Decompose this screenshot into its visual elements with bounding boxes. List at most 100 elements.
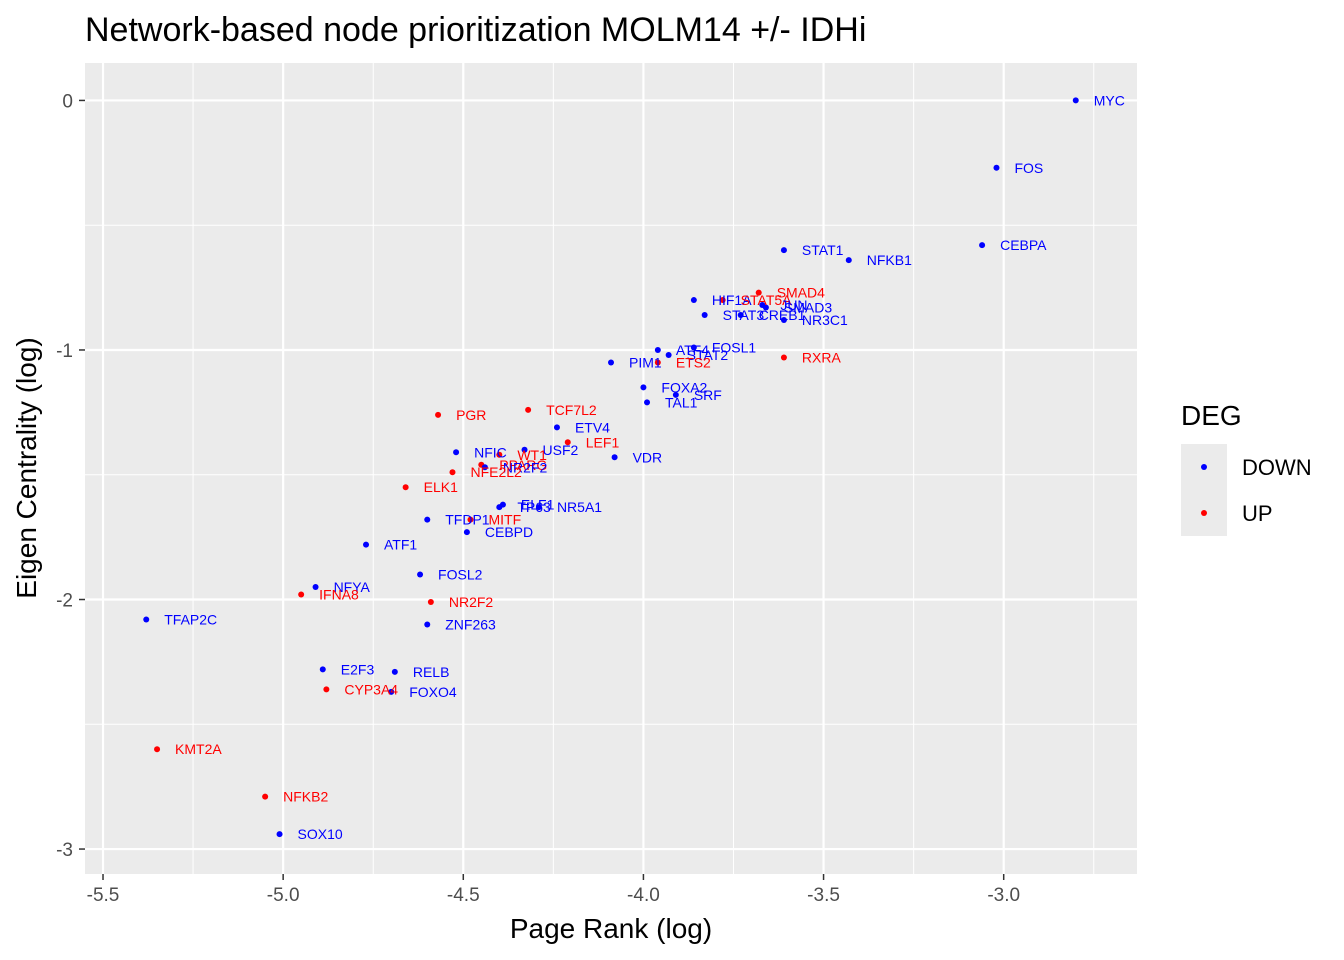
point-label: FOSL1 [712, 339, 757, 355]
point-label: MYC [1094, 92, 1125, 108]
x-tick-label: -3.5 [807, 885, 840, 906]
point-label: NFYA [334, 579, 371, 595]
point-label: TFAP2C [164, 611, 217, 627]
y-tick-label: -2 [56, 591, 73, 612]
point-label: E2F3 [341, 661, 375, 677]
data-point [979, 242, 986, 249]
point-label: NFKB1 [867, 252, 912, 268]
point-label: NR5A1 [557, 499, 602, 515]
data-point [388, 688, 395, 695]
data-point [640, 384, 647, 391]
data-point [525, 406, 532, 413]
data-point [719, 297, 726, 304]
data-point [672, 391, 679, 398]
data-point [262, 793, 269, 800]
data-point [762, 304, 769, 311]
point-label: ATF4 [676, 342, 709, 358]
x-axis: -5.5 -5.0 -4.5 -4.0 -3.5 -3.0 [87, 874, 1020, 906]
x-tick-label: -3.0 [987, 885, 1020, 906]
data-point [690, 297, 697, 304]
major-gridlines [85, 63, 1137, 874]
data-point [755, 289, 762, 296]
data-point [391, 668, 398, 675]
point-label: MITF [488, 512, 521, 528]
data-point [608, 359, 614, 366]
data-point [424, 516, 431, 523]
data-point [535, 504, 542, 511]
data-point [1072, 97, 1079, 104]
data-point [435, 411, 442, 418]
point-label: ELK1 [424, 479, 458, 495]
y-axis: 0 -1 -2 -3 [56, 91, 85, 861]
data-point [654, 346, 661, 353]
legend-swatch-up [1201, 510, 1207, 516]
x-tick-label: -4.0 [627, 885, 660, 906]
point-label: RELB [413, 664, 450, 680]
data-point [298, 591, 305, 598]
point-label: USF2 [543, 442, 579, 458]
x-axis-title: Page Rank (log) [510, 913, 712, 944]
data-point [553, 424, 560, 431]
data-point [481, 464, 488, 471]
data-point [737, 312, 744, 319]
minor-gridlines [85, 63, 1137, 874]
point-label: FOSL2 [438, 567, 483, 583]
data-points [143, 97, 1079, 838]
point-label: NR3C1 [802, 312, 848, 328]
data-point [424, 621, 431, 628]
point-label: STAT1 [802, 242, 844, 258]
legend: DEG DOWN UP [1181, 400, 1312, 536]
y-tick-label: -1 [56, 341, 73, 362]
data-point [427, 599, 434, 606]
data-point [453, 449, 460, 456]
point-label: NFKB2 [283, 789, 328, 805]
point-label: TCF7L2 [546, 402, 597, 418]
point-label: FOXA2 [661, 379, 707, 395]
plot-panel [85, 63, 1137, 874]
data-point [463, 529, 470, 536]
point-label: SOX10 [298, 826, 343, 842]
data-point [564, 439, 571, 446]
data-point [496, 451, 503, 458]
point-label: HIF1A [712, 292, 752, 308]
point-label: FOS [1014, 160, 1043, 176]
data-point [644, 399, 651, 406]
data-point [845, 257, 852, 264]
legend-label-down: DOWN [1242, 455, 1312, 480]
point-label: CREB1 [759, 307, 806, 323]
data-point [993, 164, 1000, 171]
data-point [276, 831, 283, 838]
point-label: ELF1 [521, 497, 555, 513]
data-point [521, 446, 528, 453]
point-label: STAT2 [687, 347, 729, 363]
data-point [467, 516, 474, 523]
point-label: NR2F2 [449, 594, 494, 610]
point-label: NFIC [474, 444, 507, 460]
point-label: ATF1 [384, 537, 417, 553]
data-point [780, 317, 787, 324]
data-point [319, 666, 326, 673]
data-point [690, 344, 697, 351]
data-point [780, 354, 787, 361]
x-tick-label: -5.0 [267, 885, 300, 906]
point-label: STAT3 [723, 307, 765, 323]
data-point [323, 686, 330, 693]
data-point [665, 351, 672, 358]
point-label: ETV4 [575, 419, 610, 435]
point-label: SMAD3 [784, 300, 832, 316]
point-label: JUN [780, 297, 807, 313]
point-label: IFNA8 [319, 587, 359, 603]
point-label: SMAD4 [777, 285, 825, 301]
point-label: WT1 [517, 447, 547, 463]
y-tick-label: 0 [62, 91, 73, 112]
point-label: KMT2A [175, 741, 222, 757]
legend-swatch-down [1201, 464, 1207, 470]
data-point [312, 584, 319, 591]
x-tick-label: -5.5 [87, 885, 120, 906]
point-label: PIM1 [629, 354, 662, 370]
chart-title: Network-based node prioritization MOLM14… [85, 11, 866, 49]
point-label: SRF [694, 387, 722, 403]
y-tick-label: -3 [56, 840, 73, 861]
point-label: TAL1 [665, 394, 698, 410]
